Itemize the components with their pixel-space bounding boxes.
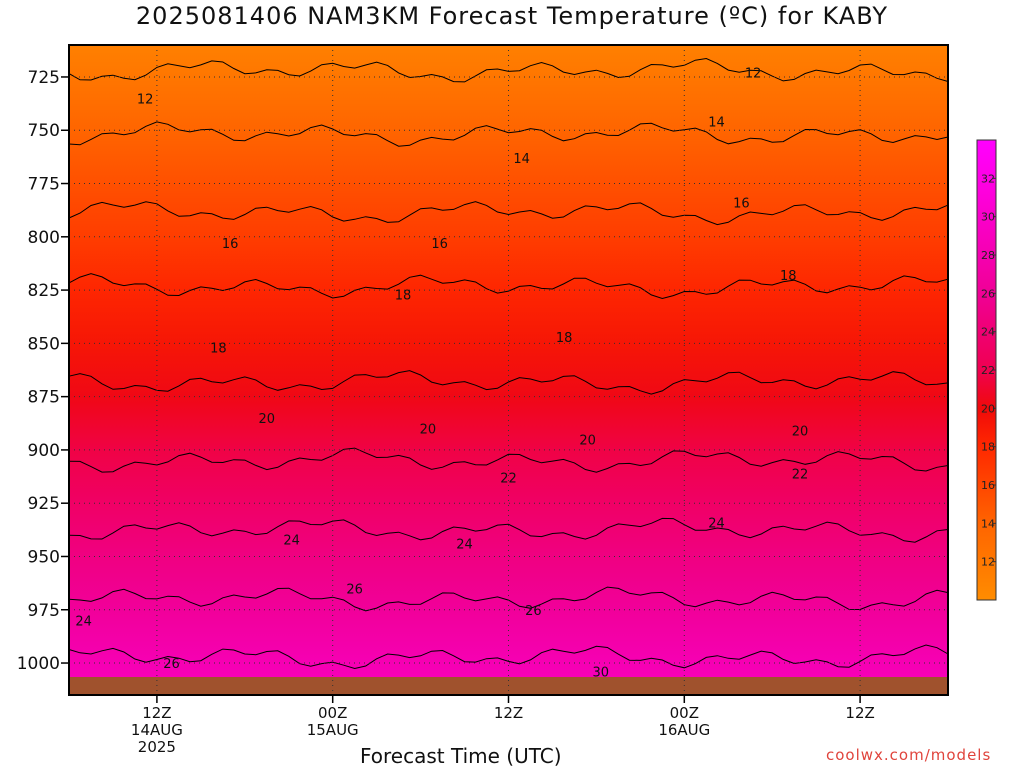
y-tick-label: 750	[28, 121, 60, 141]
contour-label: 14	[513, 152, 530, 167]
contour-label: 22	[792, 467, 809, 482]
contour-label: 24	[283, 533, 300, 548]
x-axis-label: Forecast Time (UTC)	[360, 744, 562, 768]
contour-label: 20	[792, 425, 809, 440]
x-tick-label: 16AUG	[658, 721, 710, 739]
contour-label: 24	[456, 538, 473, 553]
y-tick-label: 850	[28, 334, 60, 354]
colorbar-tick-label: 14	[981, 517, 995, 530]
isotherm-12	[68, 57, 949, 83]
y-tick-label: 800	[28, 228, 60, 248]
contour-label: 16	[222, 237, 239, 252]
isotherm-14	[68, 121, 949, 147]
contour-label: 26	[346, 582, 363, 597]
colorbar-tick-label: 20	[981, 402, 995, 415]
plot-area: 12 12 14 14 16 16 16 18 18 18 18 20 20 20 20 22 22 24 24 24…	[68, 44, 949, 696]
contour-label: 20	[259, 412, 276, 427]
y-tick-label: 1000	[17, 654, 60, 674]
contour-label: 22	[500, 472, 517, 487]
contour-label: 18	[210, 342, 227, 357]
colorbar-tick-label: 28	[981, 249, 995, 262]
isotherm-28	[68, 644, 949, 670]
x-tick-label: 00Z	[318, 704, 347, 722]
contour-label: 18	[556, 331, 573, 346]
contour-label: 12	[745, 67, 762, 82]
y-tick-label: 825	[28, 281, 60, 301]
y-tick-label: 950	[28, 547, 60, 567]
contour-label: 20	[420, 423, 437, 438]
isotherm-22	[68, 447, 949, 473]
colorbar-tick-label: 22	[981, 364, 995, 377]
contour-label: 14	[708, 116, 725, 131]
y-axis: 725 750 775 800 825 850 875 900 925 950 975 1000	[17, 68, 69, 674]
contour-label: 18	[780, 269, 797, 284]
y-tick-label: 975	[28, 601, 60, 621]
colorbar-tick-label: 30	[981, 211, 995, 224]
colorbar-tick-label: 18	[981, 441, 995, 454]
colorbar-tick-label: 32	[981, 172, 995, 185]
contour-label: 18	[395, 288, 412, 303]
x-tick-label: 15AUG	[307, 721, 359, 739]
colorbar-tick-label: 24	[981, 326, 995, 339]
contour-label: 26	[163, 657, 180, 672]
colorbar-tick-label: 12	[981, 556, 995, 569]
contour-labels: 12 12 14 14 16 16 16 18 18 18 18 20 20 20 20 22 22 24 24 24…	[75, 67, 809, 681]
contour-label: 20	[579, 433, 596, 448]
y-tick-label: 900	[28, 441, 60, 461]
chart-title: 2025081406 NAM3KM Forecast Temperature (…	[135, 2, 889, 30]
x-tick-label: 00Z	[670, 704, 699, 722]
contour-label: 24	[75, 614, 92, 629]
grid-lines	[69, 45, 948, 695]
x-tick-label: 2025	[138, 738, 176, 756]
isotherm-16	[68, 201, 949, 226]
isotherm-24	[68, 517, 949, 543]
contour-label: 26	[525, 604, 542, 619]
colorbar-tick-label: 26	[981, 287, 995, 300]
x-tick-label: 12Z	[142, 704, 171, 722]
colorbar: 12 14 16 18 20 22 24 26 28 30 32	[976, 139, 997, 601]
y-tick-label: 725	[28, 68, 60, 88]
x-tick-label: 14AUG	[131, 721, 183, 739]
isotherm-18	[68, 273, 949, 300]
y-tick-label: 925	[28, 494, 60, 514]
contour-label: 30	[593, 666, 610, 681]
y-tick-label: 775	[28, 175, 60, 195]
colorbar-tick-label: 16	[981, 479, 995, 492]
source-credit: coolwx.com/models	[826, 746, 992, 764]
isotherm-20	[68, 370, 949, 395]
contour-label: 12	[137, 92, 154, 107]
contour-label: 16	[733, 197, 750, 212]
y-tick-label: 875	[28, 388, 60, 408]
x-tick-label: 12Z	[494, 704, 523, 722]
x-tick-label: 12Z	[845, 704, 874, 722]
contour-label: 24	[708, 516, 725, 531]
contour-label: 16	[431, 237, 448, 252]
